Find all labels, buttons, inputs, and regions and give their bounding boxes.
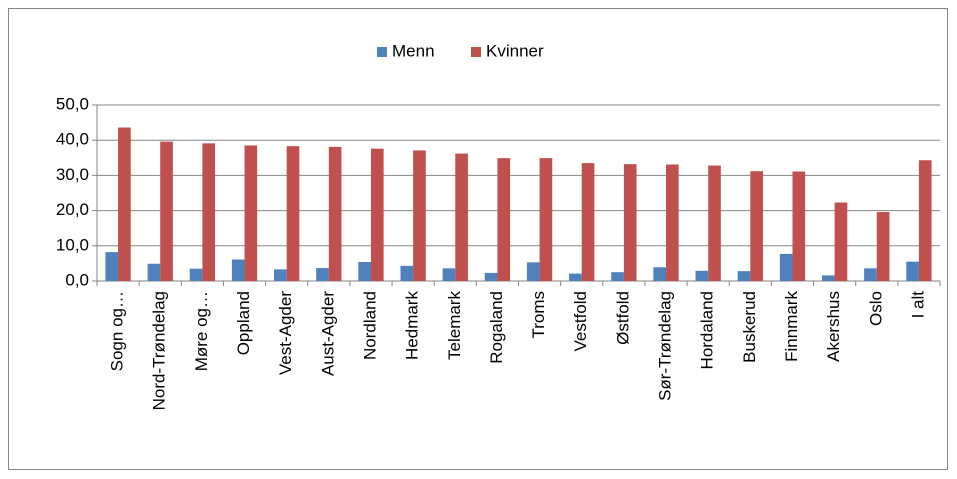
bar <box>147 263 161 281</box>
bar <box>834 202 848 281</box>
bar <box>189 268 203 281</box>
y-tick-label: 10,0 <box>56 235 89 254</box>
bar <box>244 145 258 281</box>
bar <box>750 171 763 281</box>
x-tick-label: Østfold <box>613 291 632 345</box>
x-tick-label: Aust-Agder <box>318 291 337 376</box>
bar <box>906 261 919 281</box>
legend-swatch <box>377 47 387 57</box>
bar <box>569 273 582 281</box>
bar <box>358 261 371 281</box>
bar <box>370 148 384 281</box>
y-tick-label: 30,0 <box>56 165 89 184</box>
x-tick-label: Akershus <box>824 291 843 362</box>
bar <box>286 146 300 281</box>
bar <box>539 158 553 281</box>
bar <box>708 165 721 281</box>
legend-label: Menn <box>392 41 435 60</box>
x-tick-label: Vestfold <box>571 291 590 352</box>
x-tick-label: Sogn og… <box>108 291 127 371</box>
y-tick-label: 0,0 <box>65 270 89 289</box>
x-tick-label: Rogaland <box>487 291 506 364</box>
bar <box>455 153 468 281</box>
x-tick-label: Oslo <box>866 291 885 326</box>
x-tick-label: Nordland <box>360 291 379 360</box>
bar <box>274 269 287 281</box>
bar <box>821 275 835 281</box>
x-tick-label: Vest-Agder <box>276 291 295 375</box>
bar <box>737 271 751 281</box>
bar <box>328 146 342 281</box>
x-tick-label: Sør-Trøndelag <box>656 291 675 401</box>
x-tick-label: I alt <box>908 291 927 319</box>
bar <box>316 267 329 281</box>
bar <box>611 272 624 281</box>
bar <box>484 272 498 281</box>
bar <box>413 150 426 281</box>
x-tick-label: Buskerud <box>740 291 759 363</box>
bar <box>876 212 890 281</box>
bar <box>653 267 667 281</box>
x-tick-label: Hordaland <box>698 291 717 369</box>
bar <box>442 268 456 281</box>
bar <box>105 252 119 281</box>
x-tick-label: Hedmark <box>403 291 422 360</box>
x-tick-label: Finnmark <box>782 291 801 362</box>
bar <box>497 158 511 281</box>
bar <box>918 160 932 281</box>
bar <box>792 171 806 281</box>
bar <box>400 265 414 281</box>
y-tick-label: 40,0 <box>56 130 89 149</box>
x-tick-label: Telemark <box>445 291 464 360</box>
y-tick-label: 20,0 <box>56 200 89 219</box>
bar <box>526 262 540 281</box>
bar <box>779 253 793 281</box>
bar <box>695 270 709 281</box>
x-tick-label: Møre og… <box>192 291 211 371</box>
x-tick-label: Troms <box>529 291 548 339</box>
bar <box>864 268 877 281</box>
x-tick-label: Nord-Trøndelag <box>150 291 169 410</box>
legend-label: Kvinner <box>486 41 544 60</box>
legend-swatch <box>471 47 481 57</box>
bar <box>202 143 216 281</box>
bar <box>160 141 173 281</box>
bar <box>118 127 131 281</box>
bar <box>231 259 245 281</box>
x-tick-label: Oppland <box>234 291 253 355</box>
bar <box>623 164 637 281</box>
y-tick-label: 50,0 <box>56 94 89 113</box>
bar <box>581 163 595 281</box>
bar <box>666 164 679 281</box>
